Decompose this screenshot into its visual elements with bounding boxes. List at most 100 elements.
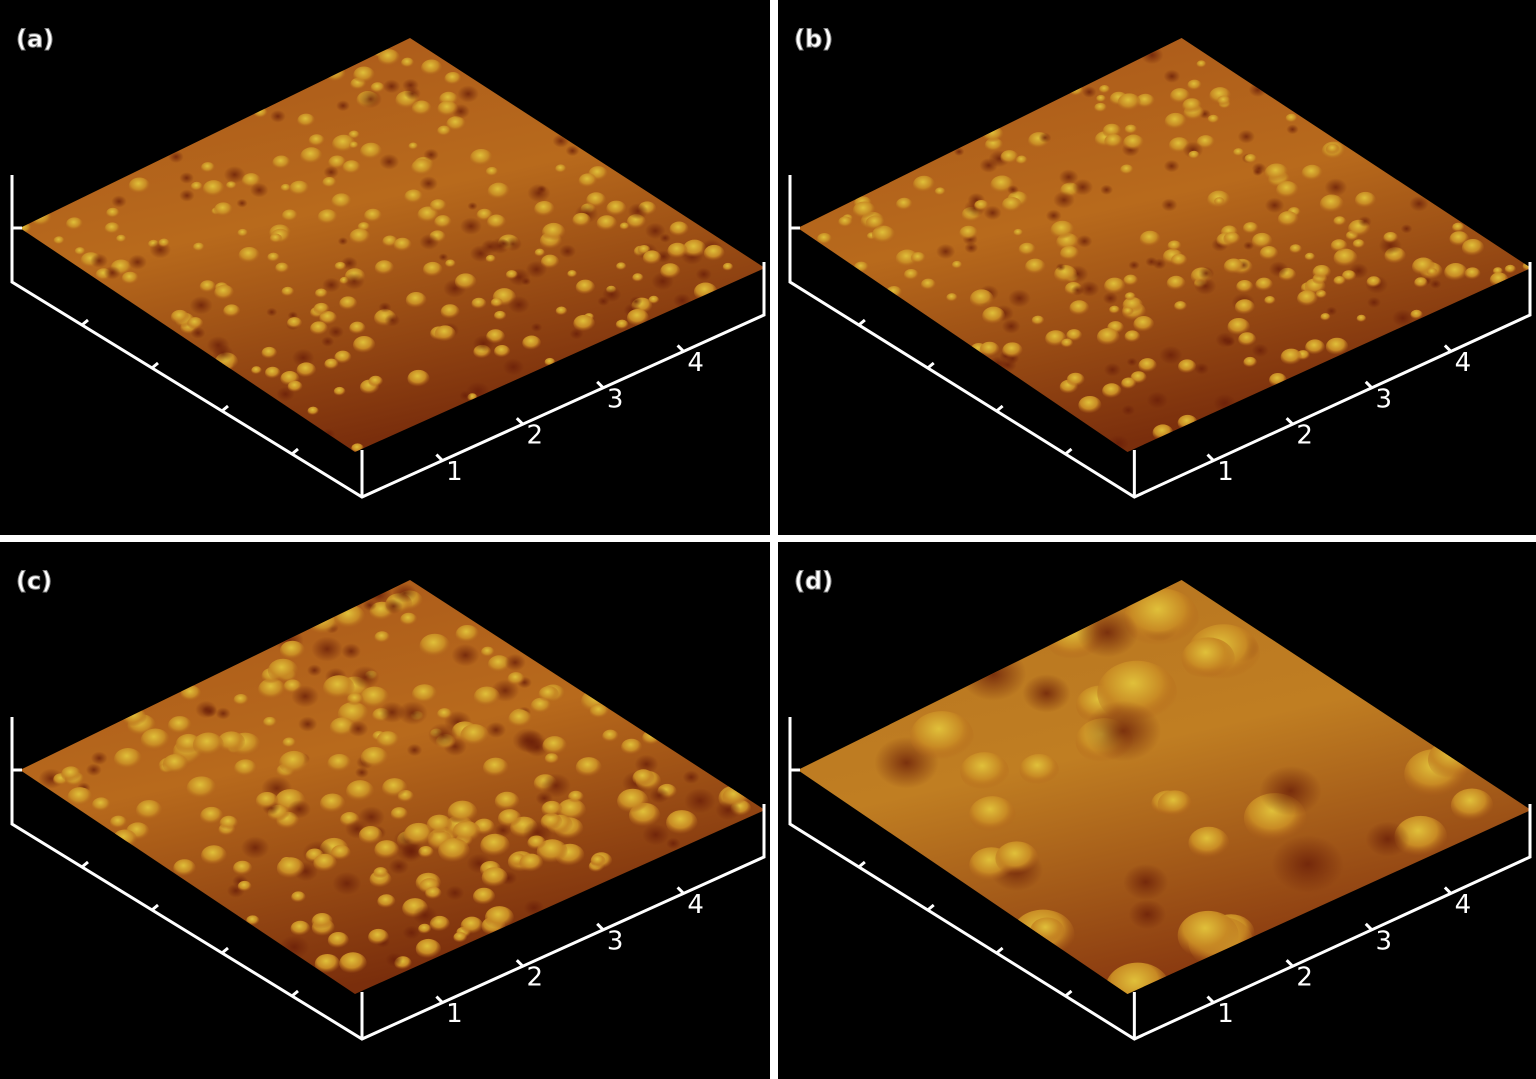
grain bbox=[459, 390, 472, 401]
axis-tick-label: 2 bbox=[1296, 421, 1313, 451]
grain bbox=[261, 346, 277, 360]
grain bbox=[91, 797, 111, 813]
grain bbox=[1264, 296, 1276, 305]
pit bbox=[1124, 330, 1141, 343]
grain bbox=[1076, 234, 1093, 248]
axis-tick bbox=[1064, 447, 1073, 456]
grain bbox=[1236, 279, 1254, 294]
grain bbox=[405, 292, 427, 309]
pit bbox=[311, 913, 333, 930]
grain bbox=[534, 248, 545, 257]
grain bbox=[322, 277, 341, 293]
grain bbox=[323, 675, 355, 701]
grain bbox=[1194, 362, 1210, 375]
grain bbox=[104, 222, 121, 235]
pit bbox=[1352, 239, 1365, 249]
pit bbox=[327, 932, 349, 949]
grain bbox=[246, 915, 260, 926]
grain bbox=[1100, 184, 1113, 195]
grain bbox=[411, 158, 434, 177]
grain bbox=[1025, 258, 1046, 276]
grain bbox=[1082, 86, 1097, 98]
grain bbox=[379, 153, 400, 170]
grain bbox=[1105, 962, 1171, 994]
grain bbox=[1053, 191, 1075, 209]
grain bbox=[1354, 191, 1377, 209]
grain bbox=[1104, 277, 1126, 295]
grain bbox=[1264, 163, 1289, 183]
grain bbox=[1045, 209, 1062, 222]
grain bbox=[296, 362, 317, 378]
grain bbox=[485, 721, 507, 738]
pit bbox=[1383, 231, 1398, 244]
grain bbox=[644, 222, 666, 240]
grain bbox=[1277, 211, 1299, 228]
pit bbox=[347, 692, 364, 707]
axis-tick bbox=[995, 404, 1004, 413]
grain bbox=[407, 369, 430, 388]
grain bbox=[214, 284, 234, 301]
grain bbox=[190, 327, 206, 339]
pit bbox=[351, 665, 380, 689]
grain bbox=[1123, 274, 1138, 287]
grain bbox=[90, 751, 108, 765]
pit bbox=[1060, 245, 1080, 262]
grain bbox=[936, 243, 956, 260]
pit bbox=[332, 134, 356, 154]
grain bbox=[1098, 85, 1111, 94]
axis-tick-label: 4 bbox=[1455, 890, 1472, 920]
grain bbox=[408, 142, 419, 151]
grain bbox=[444, 71, 462, 86]
grain bbox=[250, 182, 269, 198]
grain bbox=[1102, 383, 1122, 399]
grain bbox=[969, 796, 1016, 834]
grain bbox=[632, 769, 655, 787]
grain bbox=[452, 820, 481, 844]
grain bbox=[310, 321, 328, 336]
grain bbox=[401, 842, 423, 860]
axis-tick-label: 1 bbox=[1217, 457, 1234, 487]
grain bbox=[223, 166, 246, 184]
pit bbox=[187, 317, 204, 330]
pit bbox=[179, 172, 194, 184]
axis-tick-label: 2 bbox=[1296, 963, 1313, 993]
grain bbox=[540, 813, 563, 831]
pit bbox=[61, 766, 81, 783]
grain bbox=[1259, 246, 1279, 261]
grain bbox=[1019, 754, 1059, 786]
grain bbox=[334, 261, 347, 271]
axis-tick bbox=[857, 860, 866, 869]
grain bbox=[266, 307, 278, 317]
grain bbox=[217, 731, 246, 754]
afm-panel: 1 2 3 4 (d) bbox=[778, 542, 1536, 1079]
grain bbox=[451, 643, 480, 667]
axis-tick bbox=[1443, 344, 1452, 353]
axis-tick-label: 1 bbox=[446, 999, 463, 1029]
pit bbox=[494, 791, 520, 812]
grain bbox=[590, 854, 606, 867]
pit bbox=[1333, 248, 1358, 268]
grain bbox=[258, 678, 286, 701]
grain bbox=[969, 289, 994, 309]
grain bbox=[388, 858, 409, 875]
grain bbox=[1426, 267, 1438, 277]
grain bbox=[903, 268, 919, 281]
grain bbox=[542, 222, 566, 242]
grain bbox=[617, 788, 649, 814]
grain bbox=[85, 763, 102, 777]
grain bbox=[287, 799, 311, 819]
grain bbox=[428, 723, 458, 747]
pit bbox=[281, 209, 298, 223]
grain bbox=[567, 270, 578, 278]
grain bbox=[1330, 239, 1348, 253]
grain bbox=[838, 216, 853, 228]
grain bbox=[267, 252, 280, 263]
grain bbox=[1069, 300, 1090, 317]
grain bbox=[109, 815, 128, 830]
grain bbox=[322, 176, 337, 189]
pit bbox=[353, 66, 375, 84]
grain bbox=[255, 791, 279, 810]
grain bbox=[330, 844, 351, 861]
pit bbox=[505, 270, 518, 280]
